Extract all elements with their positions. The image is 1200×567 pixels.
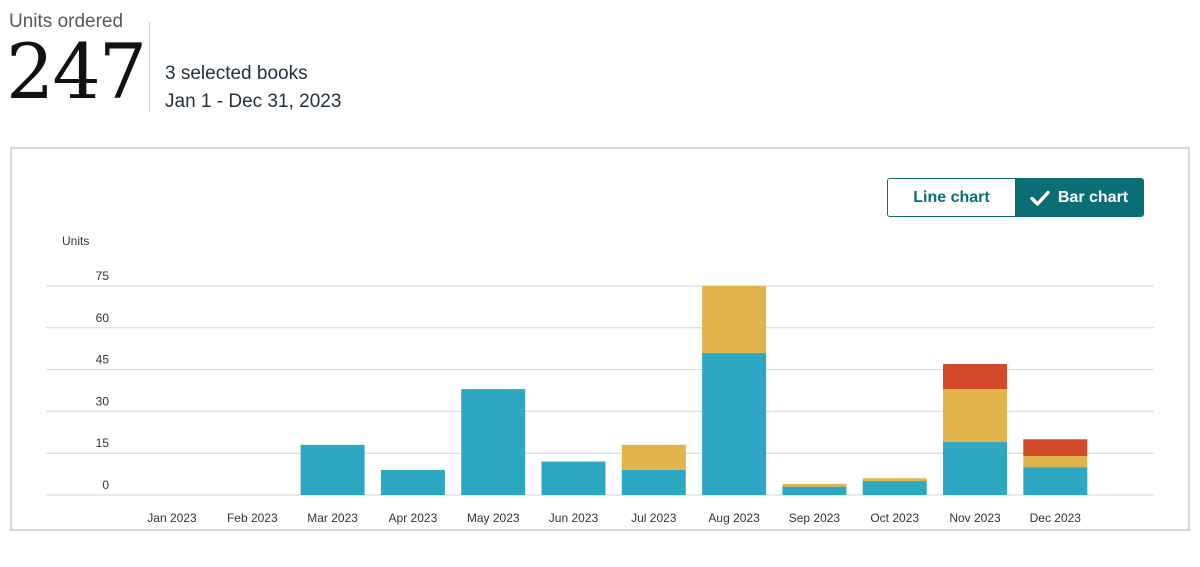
bar-segment[interactable] xyxy=(1023,439,1088,456)
bar-segment[interactable] xyxy=(621,469,686,495)
bar-segment[interactable] xyxy=(541,461,606,495)
chart-panel: Units 0 15 30 45 60 75 Jan 2023 Feb 2023 Mar 20… xyxy=(10,147,1190,531)
date-range-text: Jan 1 - Dec 31, 2023 xyxy=(165,91,342,112)
x-tick-label: Jul 2023 xyxy=(631,511,677,525)
bar-segment[interactable] xyxy=(300,444,365,495)
bar-chart-button[interactable]: Bar chart xyxy=(1015,179,1143,216)
total-units: 247 xyxy=(6,27,147,116)
bar-segment[interactable] xyxy=(943,389,1007,443)
x-tick-label: May 2023 xyxy=(467,511,520,525)
x-tick-label: Nov 2023 xyxy=(949,511,1001,525)
x-tick-label: Jun 2023 xyxy=(549,511,599,525)
bars xyxy=(300,286,1088,495)
y-tick-label: 45 xyxy=(96,353,110,367)
y-tick-label: 75 xyxy=(96,269,110,283)
bar-segment[interactable] xyxy=(943,364,1007,390)
y-tick-label: 60 xyxy=(96,311,110,325)
checkmark-icon xyxy=(1030,190,1050,206)
bar-segment[interactable] xyxy=(782,483,847,487)
header-divider xyxy=(149,22,150,112)
line-chart-button[interactable]: Line chart xyxy=(888,179,1015,216)
bar-chart: Units 0 15 30 45 60 75 Jan 2023 Feb 2023 Mar 20… xyxy=(46,234,1154,525)
bar-segment[interactable] xyxy=(862,478,927,482)
x-tick-label: Oct 2023 xyxy=(870,511,919,525)
bar-segment[interactable] xyxy=(621,444,686,470)
x-axis-ticks: Jan 2023 Feb 2023 Mar 2023 Apr 2023 May 2023… xyxy=(147,511,1081,525)
bar-segment[interactable] xyxy=(1023,455,1088,468)
bar-chart-label: Bar chart xyxy=(1057,188,1129,206)
bar-segment[interactable] xyxy=(1023,467,1088,495)
x-tick-label: Sep 2023 xyxy=(789,511,841,525)
metric-label: Units ordered xyxy=(9,11,124,32)
line-chart-label: Line chart xyxy=(913,188,990,206)
x-tick-label: Aug 2023 xyxy=(708,511,760,525)
y-tick-label: 15 xyxy=(96,436,110,450)
chart-type-toggle: Line chart Bar chart xyxy=(887,178,1144,217)
x-tick-label: Jan 2023 xyxy=(147,511,197,525)
x-tick-label: Apr 2023 xyxy=(389,511,438,525)
x-tick-label: Feb 2023 xyxy=(227,511,278,525)
bar-segment[interactable] xyxy=(702,286,767,353)
bar-segment[interactable] xyxy=(943,442,1007,495)
bar-segment[interactable] xyxy=(862,481,927,495)
y-axis-title: Units xyxy=(62,234,89,248)
bar-segment[interactable] xyxy=(702,352,767,495)
bar-segment[interactable] xyxy=(782,486,847,495)
y-tick-label: 30 xyxy=(96,394,110,408)
bar-segment[interactable] xyxy=(461,389,526,495)
y-tick-label: 0 xyxy=(102,478,109,492)
bar-segment[interactable] xyxy=(380,469,445,495)
x-tick-label: Mar 2023 xyxy=(307,511,358,525)
selected-books-text: 3 selected books xyxy=(165,63,308,84)
x-tick-label: Dec 2023 xyxy=(1030,511,1082,525)
